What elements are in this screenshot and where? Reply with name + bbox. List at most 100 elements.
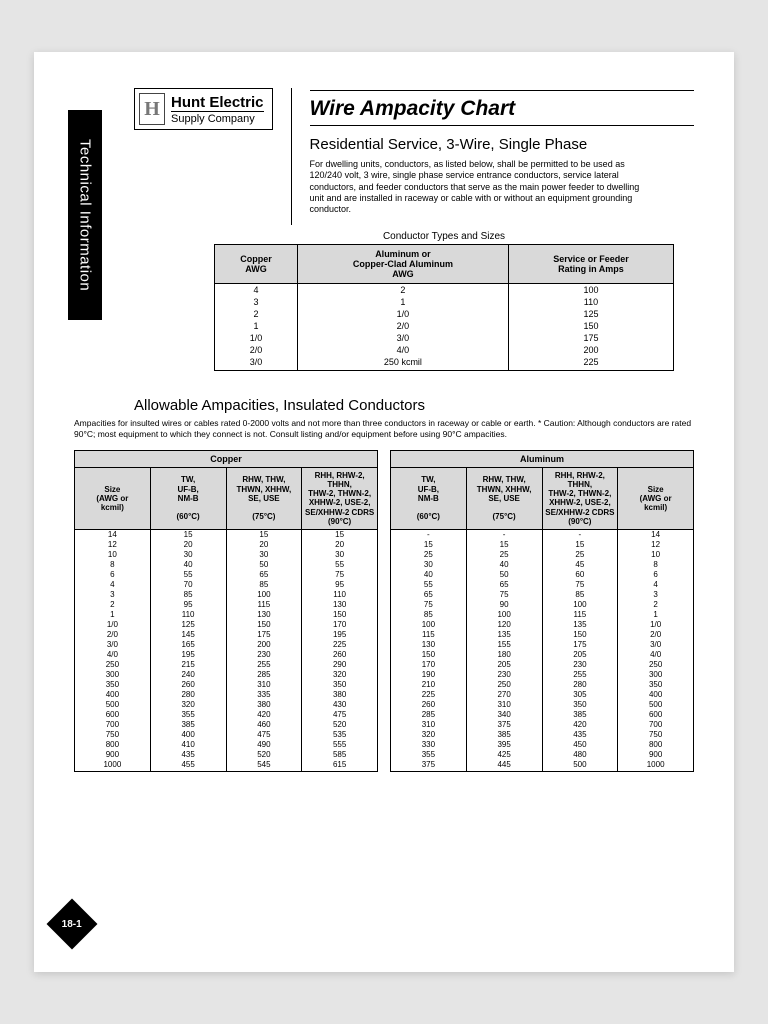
table-cell: 30 xyxy=(391,560,467,570)
table-cell: 25 xyxy=(542,550,618,560)
table-cell: 385 xyxy=(542,710,618,720)
table-cell: 15 xyxy=(302,529,378,540)
table-cell: 750 xyxy=(618,730,694,740)
table-header: TW,UF-B,NM-B(60°C) xyxy=(150,467,226,529)
table-cell: 230 xyxy=(542,660,618,670)
table-cell: 1/0 xyxy=(215,332,298,344)
copper-table: Copper Size(AWG orkcmil)TW,UF-B,NM-B(60°… xyxy=(74,450,378,773)
table-cell: 350 xyxy=(618,680,694,690)
table-cell: 110 xyxy=(508,296,673,308)
table-cell: 555 xyxy=(302,740,378,750)
table-row: 1000455545615 xyxy=(75,760,378,772)
table-cell: 350 xyxy=(75,680,151,690)
table-cell: 15 xyxy=(542,540,618,550)
table-row: 1151351502/0 xyxy=(391,630,694,640)
table-cell: 95 xyxy=(150,600,226,610)
table-cell: 420 xyxy=(226,710,302,720)
table-header: CopperAWG xyxy=(215,245,298,284)
table-row: 10303030 xyxy=(75,550,378,560)
table-cell: 55 xyxy=(302,560,378,570)
table-cell: 585 xyxy=(302,750,378,760)
table-cell: 375 xyxy=(391,760,467,772)
table-cell: 380 xyxy=(302,690,378,700)
table-cell: 210 xyxy=(391,680,467,690)
table-cell: 800 xyxy=(618,740,694,750)
table-cell: 165 xyxy=(150,640,226,650)
table-cell: 15 xyxy=(391,540,467,550)
table-row: 170205230250 xyxy=(391,660,694,670)
table-cell: 3/0 xyxy=(618,640,694,650)
table-row: 900435520585 xyxy=(75,750,378,760)
table-row: 295115130 xyxy=(75,600,378,610)
table-cell: 175 xyxy=(226,630,302,640)
table-cell: 250 xyxy=(618,660,694,670)
table-cell: 900 xyxy=(618,750,694,760)
table-cell: 75 xyxy=(302,570,378,580)
table-row: 31110 xyxy=(215,296,674,308)
table-row: 250215255290 xyxy=(75,660,378,670)
table-row: 310375420700 xyxy=(391,720,694,730)
table-cell: 2 xyxy=(618,600,694,610)
table-cell: 255 xyxy=(226,660,302,670)
table-cell: 14 xyxy=(618,529,694,540)
table-cell: 70 xyxy=(150,580,226,590)
table-row: 6556575 xyxy=(75,570,378,580)
table-cell: 750 xyxy=(75,730,151,740)
table-cell: 205 xyxy=(466,660,542,670)
table-row: 190230255300 xyxy=(391,670,694,680)
table-cell: 340 xyxy=(466,710,542,720)
table-cell: 25 xyxy=(391,550,467,560)
table-cell: 170 xyxy=(302,620,378,630)
table-header: Aluminum orCopper-Clad AluminumAWG xyxy=(297,245,508,284)
table-cell: 115 xyxy=(391,630,467,640)
table-cell: 385 xyxy=(150,720,226,730)
table-header: Size(AWG orkcmil) xyxy=(75,467,151,529)
table-cell: - xyxy=(466,529,542,540)
table-cell: 4/0 xyxy=(75,650,151,660)
table-cell: 75 xyxy=(466,590,542,600)
table-row: 3040458 xyxy=(391,560,694,570)
table-header: Size(AWG orkcmil) xyxy=(618,467,694,529)
table-cell: 225 xyxy=(302,640,378,650)
table-row: 4708595 xyxy=(75,580,378,590)
table-row: 3754455001000 xyxy=(391,760,694,772)
table-cell: 2 xyxy=(297,284,508,297)
ampacity-section: Allowable Ampacities, Insulated Conducto… xyxy=(74,397,694,772)
table-cell: 55 xyxy=(150,570,226,580)
table-cell: 20 xyxy=(226,540,302,550)
table-cell: 1/0 xyxy=(75,620,151,630)
table-cell: 385 xyxy=(466,730,542,740)
page-title: Wire Ampacity Chart xyxy=(310,97,694,121)
table-cell: 430 xyxy=(302,700,378,710)
table-cell: 3/0 xyxy=(75,640,151,650)
table-cell: 40 xyxy=(391,570,467,580)
table-cell: 100 xyxy=(466,610,542,620)
table-row: 4/0195230260 xyxy=(75,650,378,660)
table-cell: 15 xyxy=(466,540,542,550)
table-cell: 25 xyxy=(466,550,542,560)
table-row: 6575853 xyxy=(391,590,694,600)
table-cell: 305 xyxy=(542,690,618,700)
table-cell: 1/0 xyxy=(297,308,508,320)
table-cell: 395 xyxy=(466,740,542,750)
table-cell: 14 xyxy=(75,529,151,540)
table-cell: 500 xyxy=(618,700,694,710)
table-row: 300240285320 xyxy=(75,670,378,680)
table-cell: 30 xyxy=(150,550,226,560)
table-cell: 2 xyxy=(75,600,151,610)
table-cell: 1/0 xyxy=(618,620,694,630)
rule xyxy=(310,90,694,91)
table-cell: 110 xyxy=(302,590,378,600)
table-row: 21/0125 xyxy=(215,308,674,320)
table-cell: 100 xyxy=(542,600,618,610)
table-cell: 900 xyxy=(75,750,151,760)
table-cell: 280 xyxy=(150,690,226,700)
table-cell: 330 xyxy=(391,740,467,750)
table-cell: 490 xyxy=(226,740,302,750)
table-row: 350260310350 xyxy=(75,680,378,690)
table-row: 1001201351/0 xyxy=(391,620,694,630)
table-row: 330395450800 xyxy=(391,740,694,750)
table-cell: 320 xyxy=(391,730,467,740)
table-cell: 2/0 xyxy=(618,630,694,640)
table-cell: 4/0 xyxy=(297,344,508,356)
